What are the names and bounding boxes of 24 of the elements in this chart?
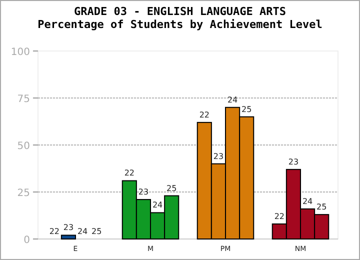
y-tick-label: 0 [24, 235, 30, 246]
y-tick-label: 75 [17, 94, 30, 105]
text: 24 [227, 95, 238, 104]
text: 22 [199, 110, 210, 120]
text: 22 [274, 212, 284, 221]
text: 22 [49, 227, 60, 236]
series-label: 22 [124, 168, 134, 178]
y-tick-label: 25 [17, 188, 30, 199]
series-label: 24 [152, 200, 163, 210]
text: 24 [302, 196, 313, 206]
y-tick-label: 50 [17, 141, 30, 152]
series-label: 25 [166, 184, 177, 193]
text: 25 [242, 104, 252, 114]
text: 25 [92, 227, 102, 236]
bar [60, 234, 76, 240]
chart-subtitle: Percentage of Students by Achievement Level [38, 18, 322, 31]
y-tick-label: 100 [10, 47, 30, 58]
chart-title: GRADE 03 - ENGLISH LANGUAGE ARTS [74, 5, 286, 18]
text: 25 [316, 202, 327, 212]
text: 24 [77, 227, 88, 236]
text: 23 [213, 152, 224, 161]
series-label: 23 [63, 223, 74, 232]
text: 23 [288, 157, 299, 166]
text: 23 [138, 188, 149, 197]
